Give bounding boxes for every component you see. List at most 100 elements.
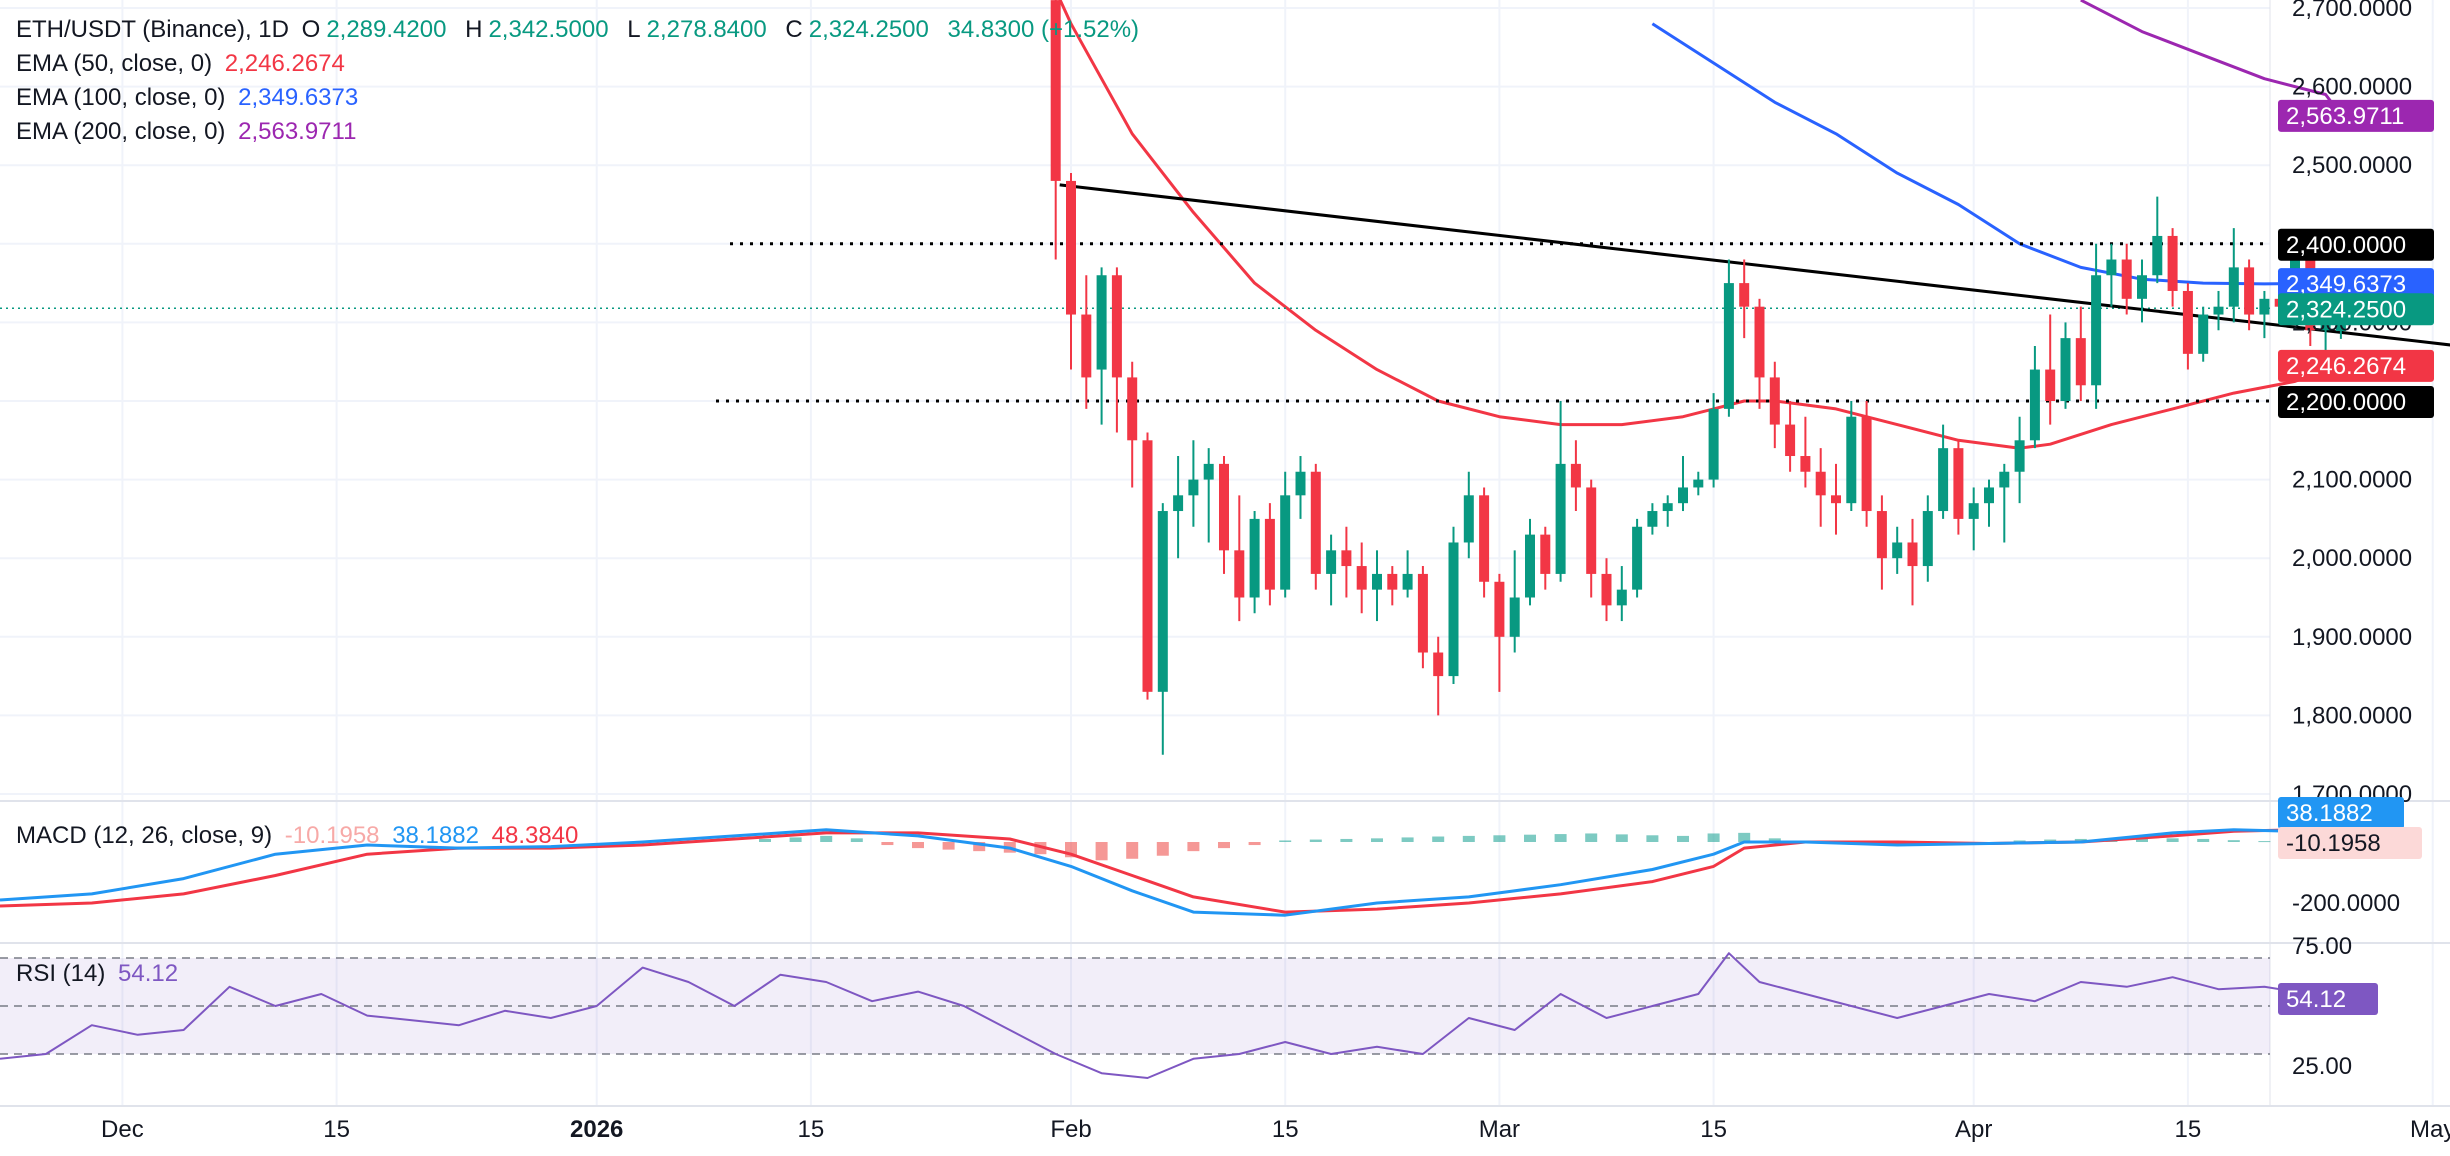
candle <box>1861 401 1872 527</box>
candle <box>2198 306 2209 362</box>
candle <box>1387 566 1398 606</box>
candle-body <box>2228 267 2239 307</box>
candle <box>1693 471 1704 496</box>
candle <box>2228 228 2239 323</box>
candle-body <box>1769 377 1780 425</box>
candle-body <box>2091 275 2102 386</box>
rsi-line <box>0 952 2341 1079</box>
macd-legend[interactable]: MACD (12, 26, close, 9) -10.1958 38.1882… <box>16 822 579 849</box>
candle <box>2029 345 2040 449</box>
candle-body <box>1907 542 1918 567</box>
ema50-legend[interactable]: EMA (50, close, 0) 2,246.2674 <box>16 50 345 77</box>
candle-body <box>1264 518 1275 590</box>
candle <box>2121 243 2132 315</box>
macd-histogram-bar <box>1432 836 1445 842</box>
macd-pane <box>0 825 2347 917</box>
candle-body <box>2182 290 2193 354</box>
ema200-tag-label: 2,563.9711 <box>2286 103 2404 130</box>
candle-body <box>1219 463 1229 551</box>
level-2200-tag-box <box>2278 386 2434 418</box>
candle-body <box>2320 322 2331 331</box>
price-tick-label: 2,000.0000 <box>2292 545 2412 572</box>
candle <box>1372 550 1382 622</box>
ema200-legend[interactable]: EMA (200, close, 0) 2,563.9711 <box>16 118 357 145</box>
candle-body <box>2137 275 2147 299</box>
macd-histogram-bar <box>850 838 863 842</box>
macd-histogram-bar <box>2136 837 2148 842</box>
candle-body <box>2106 259 2117 276</box>
level-2400-tag: 2,400.0000 <box>2278 228 2434 261</box>
resistance-trendline <box>1059 183 2450 347</box>
candle-body <box>1876 511 1887 559</box>
candle <box>1249 511 1260 614</box>
time-tick-label: 2026 <box>570 1116 623 1143</box>
symbol-title[interactable]: ETH/USDT (Binance), 1D <box>16 16 289 43</box>
candle-body <box>1739 283 1750 307</box>
candle-body <box>1953 448 1964 519</box>
candle <box>1142 432 1153 700</box>
ema100-tag-box <box>2278 268 2434 301</box>
macd-histogram-bar <box>1248 842 1261 846</box>
price-tags: 2,563.97112,400.00002,349.63732,324.2500… <box>2278 99 2434 1015</box>
macd-histogram-bar <box>789 837 802 842</box>
candle-body <box>1280 495 1291 590</box>
candle-body <box>1540 534 1551 574</box>
macd-histogram-bar <box>1493 835 1506 842</box>
price-tick-label: 1,800.0000 <box>2292 702 2412 729</box>
candle-body <box>1096 275 1107 370</box>
macd-histogram-bar <box>1340 838 1353 842</box>
ohlc-close: C 2,324.2500 <box>785 16 929 43</box>
candle-body <box>1173 495 1184 512</box>
macd-line <box>0 828 2341 917</box>
candle-body <box>1861 416 1872 512</box>
candle <box>1846 401 1857 512</box>
candle-body <box>1341 550 1352 567</box>
macd-histogram-bar <box>1768 838 1781 842</box>
rsi-value-tag-label: 54.12 <box>2286 986 2346 1013</box>
time-tick-label: 15 <box>323 1116 350 1143</box>
candle-body <box>1815 471 1826 496</box>
candle-body <box>1372 573 1382 590</box>
candle-body <box>1387 573 1398 590</box>
macd-histogram-bar <box>1585 833 1598 842</box>
time-axis[interactable]: Dec15202615Feb15Mar15Apr15May15Jun <box>101 1116 2450 1143</box>
candle-body <box>1509 597 1520 637</box>
candle <box>2075 306 2086 401</box>
price-tick-label: 2,600.0000 <box>2292 74 2412 101</box>
ohlc-high: H 2,342.5000 <box>465 16 609 43</box>
macd-histogram-bar <box>2074 838 2087 842</box>
candle <box>1433 636 1444 716</box>
candle <box>1984 479 1994 527</box>
candle <box>1831 463 1841 535</box>
level-2200-tag: 2,200.0000 <box>2278 386 2434 418</box>
candle-body <box>1984 487 1994 504</box>
candle-body <box>2198 314 2209 354</box>
candle-body <box>1310 471 1321 574</box>
candle-body <box>1127 377 1138 441</box>
candle <box>1494 573 1505 692</box>
macd-histogram-bar <box>912 842 924 849</box>
time-tick-label: Apr <box>1955 1116 1992 1143</box>
ema50-tag-box <box>2278 349 2434 382</box>
candle-body <box>1050 0 1061 181</box>
price-tick-label: 2,700.0000 <box>2292 0 2412 22</box>
rsi-legend[interactable]: RSI (14) 54.12 <box>16 960 179 987</box>
time-tick-label: Mar <box>1479 1116 1520 1143</box>
price-axis[interactable]: 2,700.00002,600.00002,500.00002,400.0000… <box>2292 0 2412 1080</box>
candle-body <box>1570 463 1581 488</box>
candle-body <box>1831 495 1841 504</box>
candle-body <box>2121 259 2132 299</box>
candle <box>1586 479 1597 598</box>
macd-histogram-bar <box>2197 838 2210 842</box>
candle-body <box>1922 511 1933 567</box>
candle <box>1570 440 1581 512</box>
candle <box>1555 401 1566 582</box>
macd-histogram-bar <box>942 842 955 850</box>
candle-body <box>1066 180 1076 315</box>
rsi-tick-label: 25.00 <box>2292 1053 2352 1080</box>
ema100-legend[interactable]: EMA (100, close, 0) 2,349.6373 <box>16 84 359 111</box>
candle <box>1050 0 1061 260</box>
ema50-line <box>1058 0 2342 450</box>
candle <box>1876 495 1887 590</box>
